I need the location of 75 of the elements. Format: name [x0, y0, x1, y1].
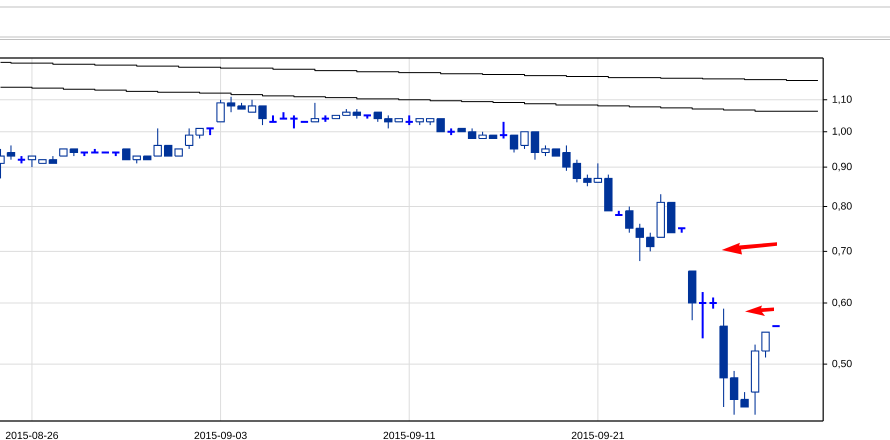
candlestick — [332, 114, 340, 120]
candlestick — [646, 232, 654, 252]
x-tick-label: 2015-09-11 — [384, 432, 435, 440]
candlestick — [80, 151, 90, 158]
candlestick — [258, 105, 267, 126]
candlestick — [268, 114, 278, 123]
candlestick — [667, 202, 676, 234]
candlestick — [656, 194, 665, 238]
candlestick — [478, 131, 487, 140]
candlestick — [520, 131, 529, 150]
candlestick — [404, 114, 414, 126]
candlestick — [320, 114, 330, 123]
candlestick — [310, 102, 320, 122]
candlestick — [216, 99, 225, 122]
candlestick — [16, 155, 26, 164]
candlestick — [740, 392, 749, 408]
candlestick — [384, 114, 392, 129]
candlestick — [184, 128, 194, 150]
candlestick — [708, 296, 718, 310]
candlestick — [174, 148, 183, 157]
candlestick — [374, 112, 382, 122]
candlestick — [562, 144, 571, 172]
candlestick — [278, 111, 288, 120]
candlestick — [604, 174, 613, 212]
candlestick — [625, 206, 634, 234]
candlestick — [530, 131, 540, 160]
candlestick — [750, 344, 760, 416]
candlestick — [154, 128, 162, 157]
candlestick — [572, 159, 582, 183]
y-tick-label: 1,10 — [832, 95, 852, 104]
candlestick — [59, 148, 68, 157]
candlestick — [457, 128, 466, 132]
candlestick — [594, 162, 602, 183]
x-tick-label: 2015-08-26 — [6, 432, 58, 440]
candlestick — [362, 114, 372, 120]
candlestick — [342, 108, 351, 116]
candlestick — [730, 370, 738, 416]
candlestick — [122, 148, 130, 160]
candlestick — [541, 144, 550, 157]
candlestick — [28, 156, 36, 168]
candlestick — [132, 156, 141, 164]
candlestick — [143, 156, 152, 160]
candlestick — [614, 210, 624, 216]
candlestick — [38, 159, 47, 164]
candlestick — [498, 120, 508, 140]
candlestick — [688, 270, 696, 321]
y-tick-label: 0,60 — [832, 298, 852, 308]
candlestick — [195, 128, 204, 140]
y-tick-label: 0,50 — [832, 360, 852, 368]
candlestick — [636, 223, 644, 262]
candlestick — [6, 144, 16, 160]
candlestick — [488, 134, 498, 140]
candlestick — [164, 144, 172, 157]
y-tick-label: 0,80 — [832, 202, 852, 211]
candlestick — [761, 332, 770, 358]
candlestick — [677, 227, 686, 234]
x-tick-label: 2015-09-03 — [194, 432, 247, 440]
y-tick-label: 0,90 — [832, 162, 852, 172]
candlestick — [48, 156, 58, 164]
x-tick-label: 2015-09-21 — [572, 432, 624, 440]
candlestick — [70, 148, 78, 157]
candlestick — [111, 151, 120, 158]
candlestick — [719, 308, 728, 408]
candlestick — [552, 148, 560, 157]
candlestick — [289, 114, 299, 130]
candlestick — [248, 99, 256, 113]
candlestick — [90, 148, 100, 154]
candlestick — [205, 127, 215, 136]
y-tick-label: 0,70 — [832, 247, 852, 256]
candlestick — [510, 134, 518, 154]
candlestick — [237, 102, 246, 110]
candlestick — [394, 118, 403, 122]
candlestick — [436, 118, 445, 132]
candlestick — [698, 291, 708, 340]
y-tick-label: 1,00 — [832, 127, 852, 136]
